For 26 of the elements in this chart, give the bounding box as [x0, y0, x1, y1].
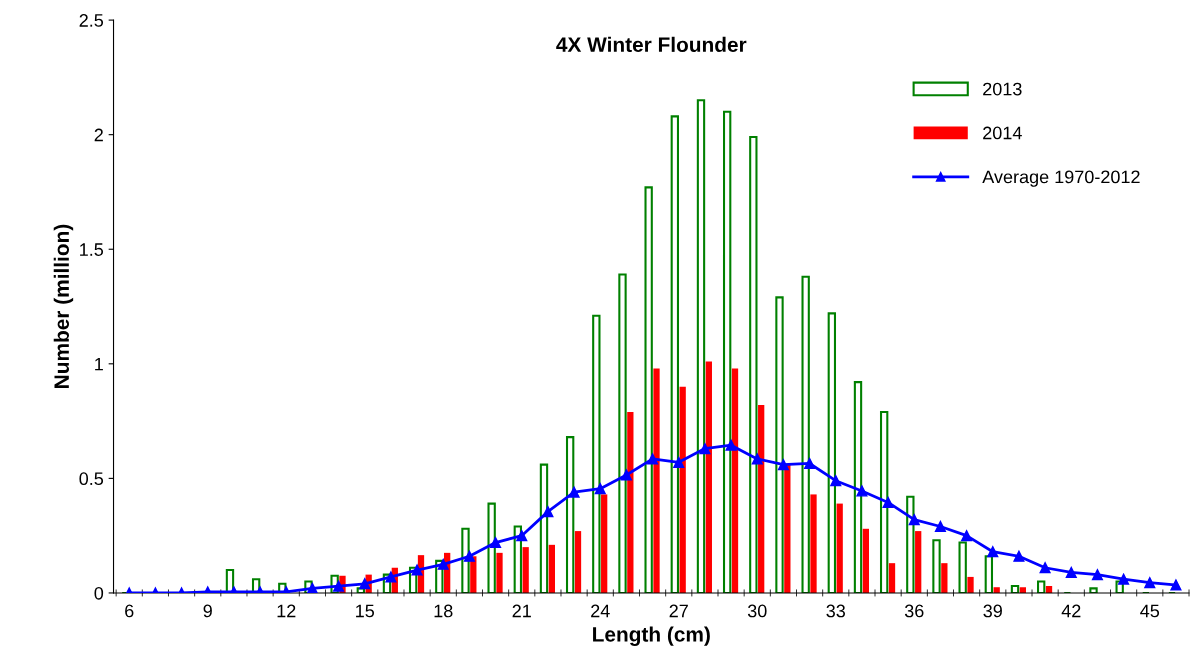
x-tick-label: 27: [669, 604, 688, 618]
x-tick-label: 42: [1061, 604, 1081, 618]
y-axis-title: Number (million): [53, 224, 74, 388]
y-tick-label: 2.5: [79, 14, 104, 27]
x-tick-label: 24: [591, 604, 610, 618]
legend-label: 2014: [983, 126, 1022, 140]
x-tick-label: 36: [904, 604, 924, 618]
x-tick-label: 15: [356, 604, 375, 618]
x-tick-label: 21: [512, 604, 531, 618]
legend-label: 2013: [983, 82, 1022, 96]
x-tick-label: 30: [747, 604, 767, 618]
x-tick-label: 6: [125, 604, 134, 618]
x-axis-title: Length (cm): [593, 626, 710, 646]
x-tick-label: 18: [434, 604, 453, 618]
x-tick-label: 39: [983, 604, 1002, 618]
y-tick-label: 0.5: [79, 472, 104, 486]
y-tick-label: 0: [94, 586, 104, 600]
x-tick-label: 9: [203, 604, 212, 618]
y-tick-label: 2: [94, 128, 103, 142]
x-tick-label: 33: [826, 604, 846, 618]
x-tick-label: 12: [277, 604, 296, 618]
y-tick-label: 1: [95, 357, 103, 371]
x-tick-label: 45: [1140, 604, 1160, 618]
text: 4X Winter Flounder: [556, 36, 747, 53]
legend-label: Average 1970-2012: [982, 170, 1140, 187]
y-tick-label: 1.5: [80, 243, 104, 256]
